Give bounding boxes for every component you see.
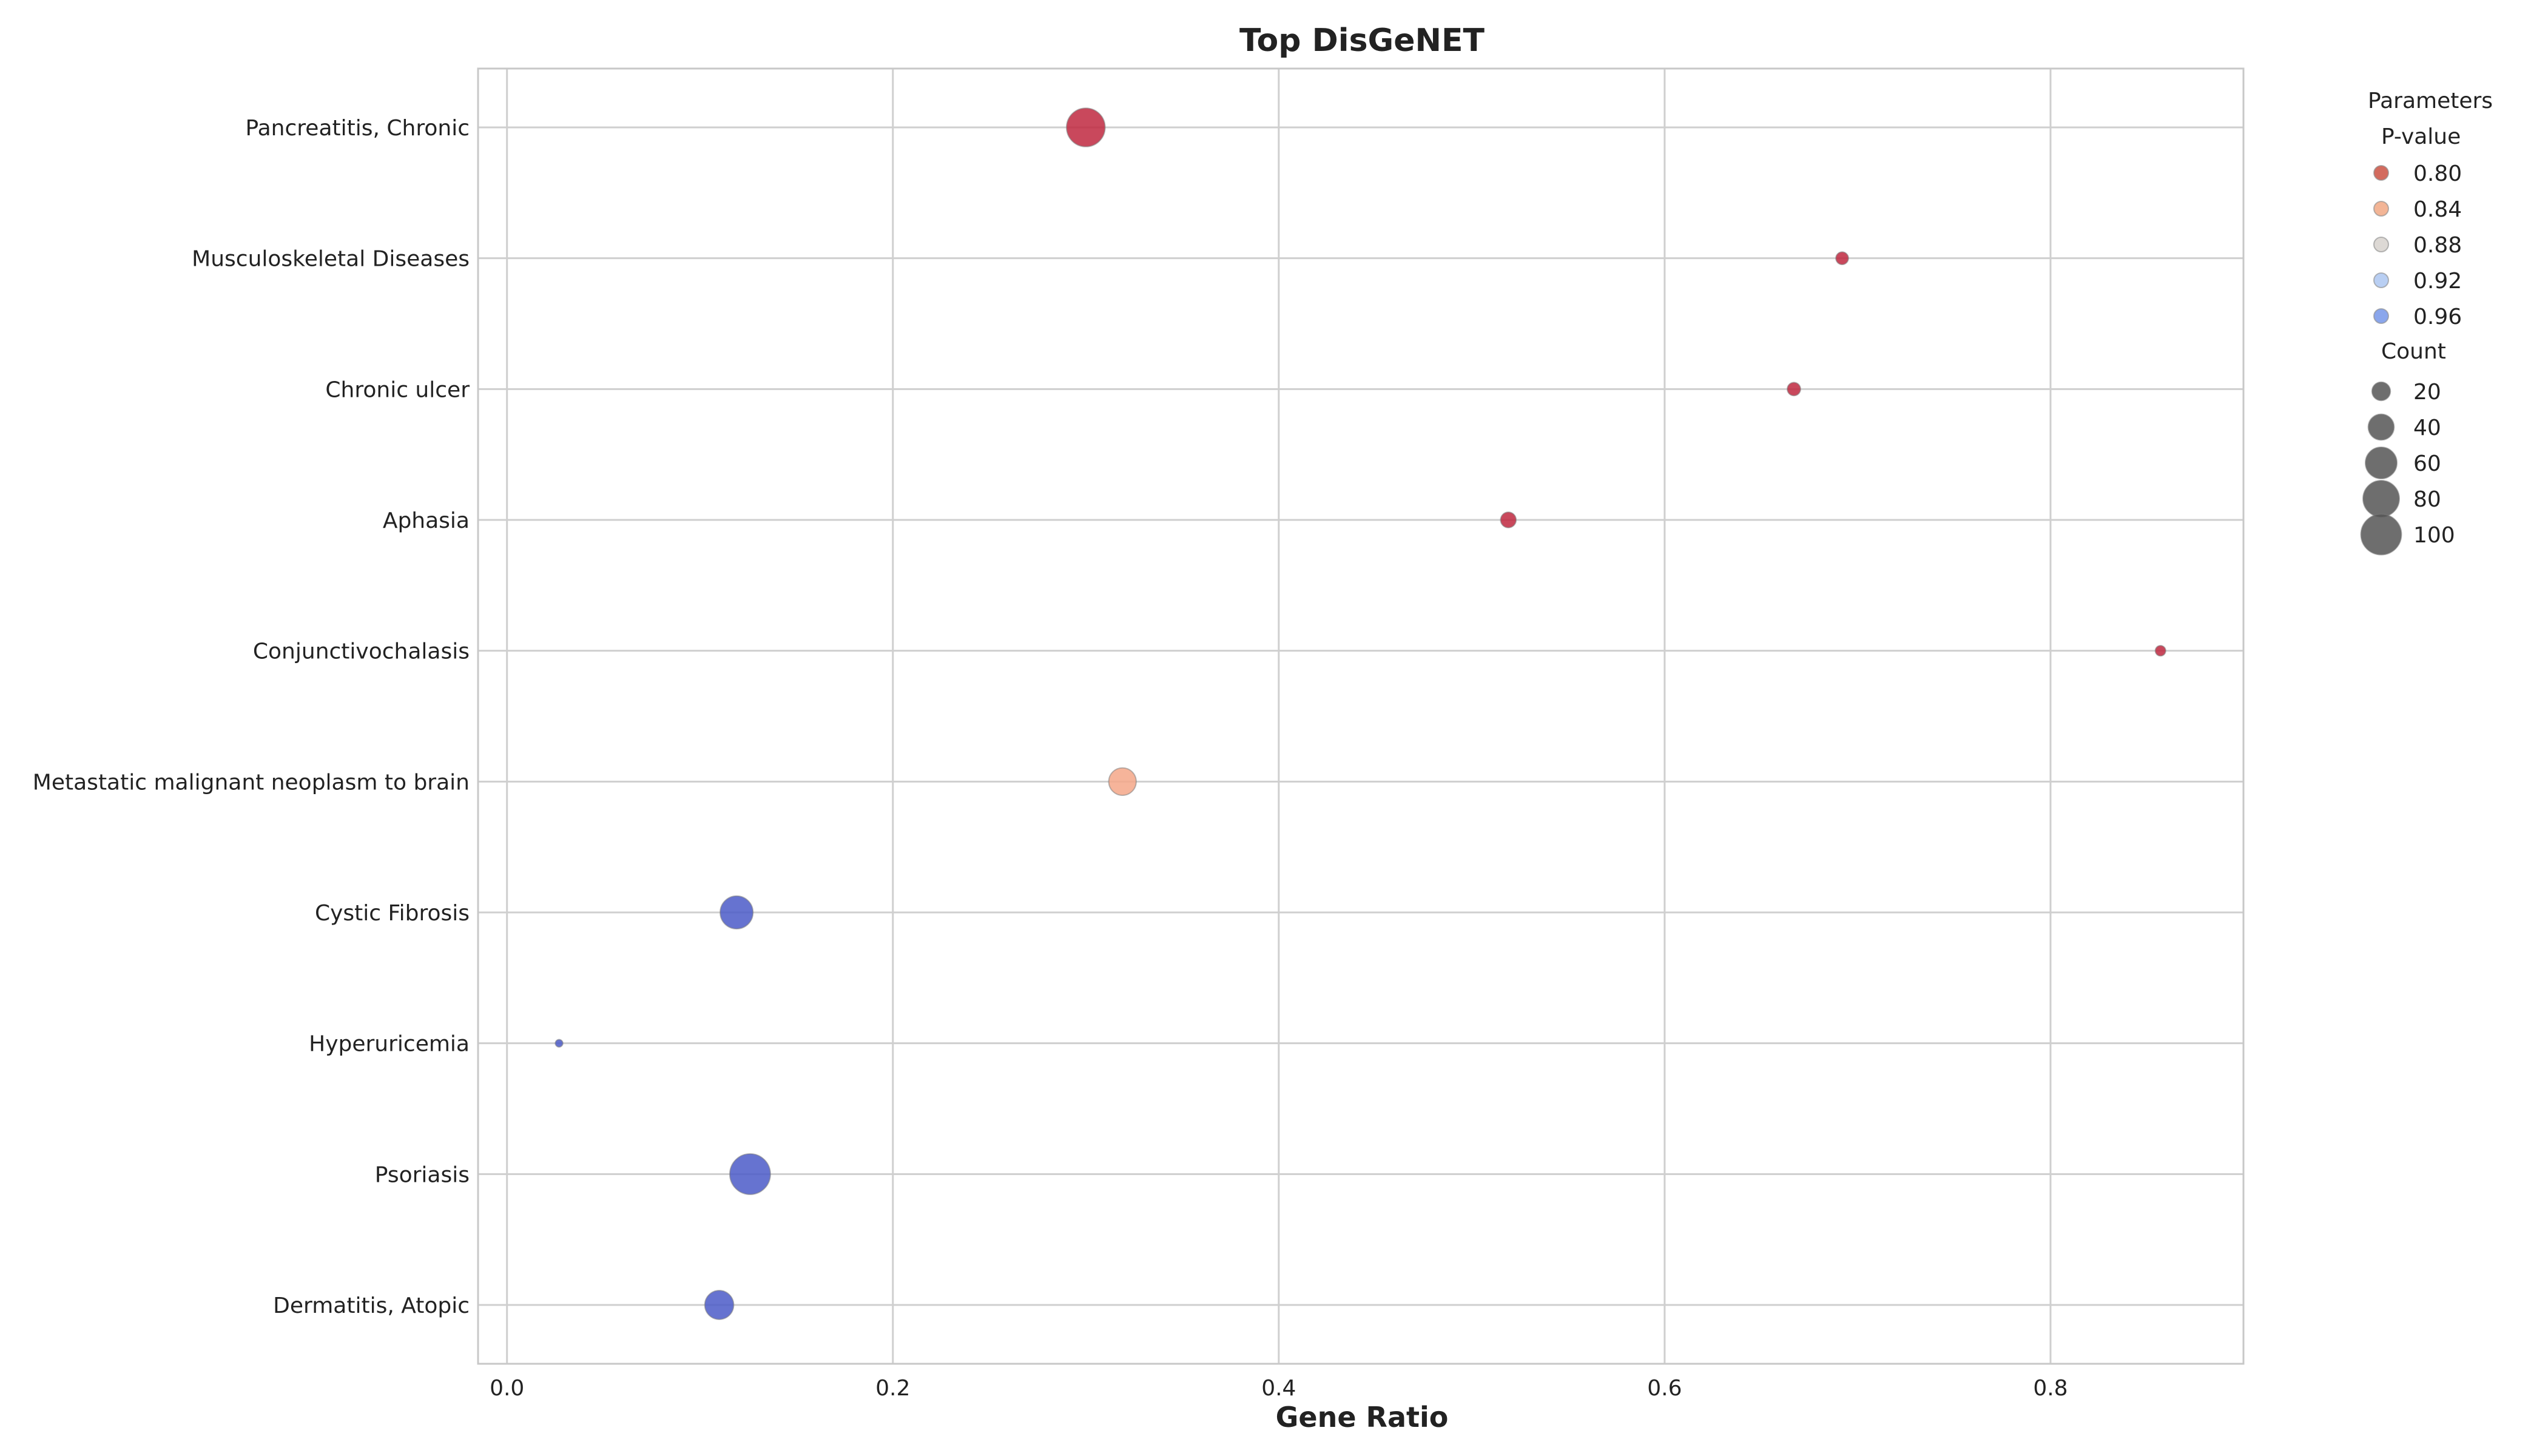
data-point: [1500, 511, 1517, 528]
data-point: [704, 1290, 735, 1320]
y-tick-label: Metastatic malignant neoplasm to brain: [33, 770, 470, 795]
legend-count-label: 100: [2413, 523, 2455, 548]
legend-count-marker: [2360, 513, 2402, 556]
legend-count-items: 20 40 60 80 100: [2360, 380, 2455, 556]
y-tick-label: Hyperuricemia: [309, 1032, 470, 1057]
data-point: [1108, 767, 1137, 796]
x-tick-label: 0.0: [490, 1376, 524, 1401]
legend-pvalue-label: 0.96: [2413, 305, 2462, 329]
legend-count-marker: [2362, 479, 2401, 518]
data-point: [720, 895, 754, 930]
legend-count-marker: [2364, 446, 2398, 480]
legend-pvalue-marker: [2373, 272, 2389, 288]
legend-count-label: 80: [2413, 487, 2441, 512]
x-axis-label: Gene Ratio: [1276, 1401, 1449, 1434]
legend-count-label: 20: [2413, 380, 2441, 405]
x-tick-label: 0.2: [875, 1376, 910, 1401]
data-point: [729, 1153, 771, 1195]
legend-pvalue-label: 0.92: [2413, 269, 2462, 294]
y-tick-label: Pancreatitis, Chronic: [246, 116, 470, 141]
y-tick-label: Chronic ulcer: [325, 377, 470, 402]
legend-count-label: 60: [2413, 451, 2441, 476]
legend-pvalue-marker: [2373, 237, 2389, 252]
legend-count-title: Count: [2381, 339, 2446, 364]
x-tick-label: 0.4: [1261, 1376, 1296, 1401]
legend-pvalue-label: 0.84: [2413, 197, 2462, 222]
grid-lines: [478, 69, 2243, 1364]
data-point: [1835, 251, 1849, 266]
legend-title: Parameters: [2368, 89, 2493, 113]
x-tick-label: 0.8: [2033, 1376, 2068, 1401]
y-tick-label: Musculoskeletal Diseases: [192, 247, 470, 272]
y-tick-label: Conjunctivochalasis: [253, 639, 470, 664]
data-point: [554, 1039, 564, 1048]
legend-count-marker: [2367, 413, 2395, 441]
legend-pvalue-marker: [2373, 308, 2389, 324]
plot-border: [477, 67, 2245, 1365]
legend-count-marker: [2371, 381, 2391, 402]
data-point: [2154, 645, 2166, 657]
legend-pvalue-marker: [2373, 165, 2389, 181]
legend-pvalue-marker: [2373, 201, 2389, 217]
y-tick-label: Aphasia: [383, 508, 470, 533]
legend: Parameters P-value 0.800.840.880.920.96 …: [2360, 89, 2493, 556]
legend-count-label: 40: [2413, 416, 2441, 440]
legend-pvalue-title: P-value: [2381, 124, 2461, 149]
legend-pvalue-label: 0.88: [2413, 233, 2462, 258]
plot-frame: [477, 67, 2245, 1365]
x-tick-labels: 0.0 0.2 0.4 0.6 0.8: [490, 1376, 2068, 1401]
data-point: [1065, 107, 1106, 147]
legend-pvalue-items: 0.80 0.84 0.88 0.92 0.96: [2373, 161, 2462, 329]
x-tick-label: 0.6: [1647, 1376, 1682, 1401]
chart-title: Top DisGeNET: [1239, 22, 1485, 59]
data-point: [1787, 382, 1801, 397]
y-tick-label: Psoriasis: [375, 1162, 470, 1187]
y-tick-label: Dermatitis, Atopic: [273, 1293, 470, 1318]
legend-pvalue-label: 0.80: [2413, 161, 2462, 186]
y-tick-labels: Pancreatitis, Chronic Musculoskeletal Dis…: [33, 116, 470, 1318]
data-points: [554, 107, 2166, 1320]
y-tick-label: Cystic Fibrosis: [315, 901, 470, 926]
